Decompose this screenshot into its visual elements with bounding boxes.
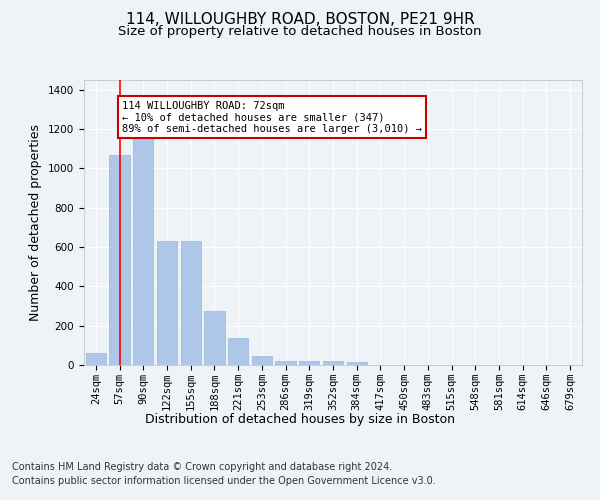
Bar: [109, 154, 130, 365]
Bar: [181, 241, 201, 365]
Text: Contains HM Land Registry data © Crown copyright and database right 2024.: Contains HM Land Registry data © Crown c…: [12, 462, 392, 472]
Bar: [157, 241, 177, 365]
Bar: [347, 362, 367, 365]
Bar: [205, 311, 224, 365]
Bar: [133, 137, 154, 365]
Bar: [252, 356, 272, 365]
Bar: [228, 338, 248, 365]
Text: Size of property relative to detached houses in Boston: Size of property relative to detached ho…: [118, 25, 482, 38]
Bar: [299, 361, 319, 365]
Text: Contains public sector information licensed under the Open Government Licence v3: Contains public sector information licen…: [12, 476, 436, 486]
Bar: [275, 361, 296, 365]
Text: 114 WILLOUGHBY ROAD: 72sqm
← 10% of detached houses are smaller (347)
89% of sem: 114 WILLOUGHBY ROAD: 72sqm ← 10% of deta…: [122, 100, 422, 134]
Y-axis label: Number of detached properties: Number of detached properties: [29, 124, 43, 321]
Text: 114, WILLOUGHBY ROAD, BOSTON, PE21 9HR: 114, WILLOUGHBY ROAD, BOSTON, PE21 9HR: [125, 12, 475, 28]
Bar: [323, 361, 343, 365]
Text: Distribution of detached houses by size in Boston: Distribution of detached houses by size …: [145, 412, 455, 426]
Bar: [86, 353, 106, 365]
